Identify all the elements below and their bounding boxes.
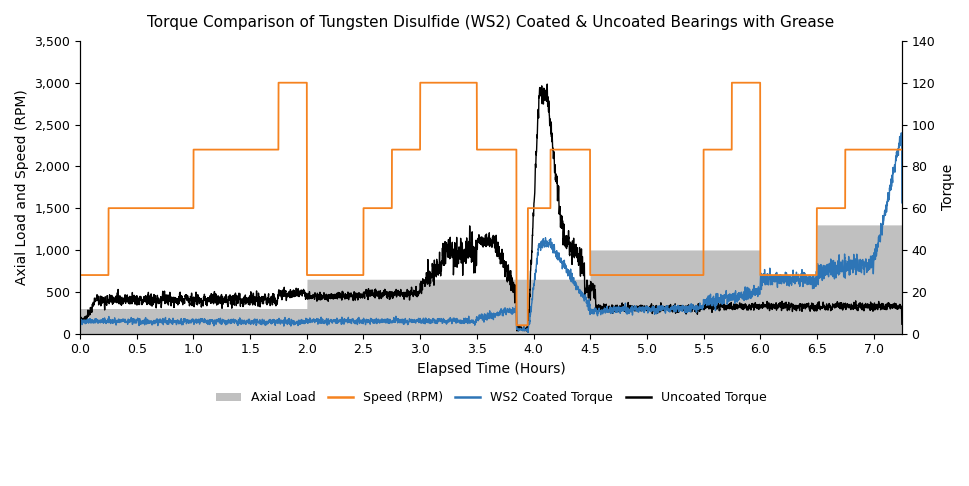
Y-axis label: Torque: Torque bbox=[940, 164, 954, 210]
Title: Torque Comparison of Tungsten Disulfide (WS2) Coated & Uncoated Bearings with Gr: Torque Comparison of Tungsten Disulfide … bbox=[147, 15, 833, 30]
Y-axis label: Axial Load and Speed (RPM): Axial Load and Speed (RPM) bbox=[15, 89, 29, 285]
Legend: Axial Load, Speed (RPM), WS2 Coated Torque, Uncoated Torque: Axial Load, Speed (RPM), WS2 Coated Torq… bbox=[210, 386, 770, 409]
X-axis label: Elapsed Time (Hours): Elapsed Time (Hours) bbox=[417, 362, 565, 376]
